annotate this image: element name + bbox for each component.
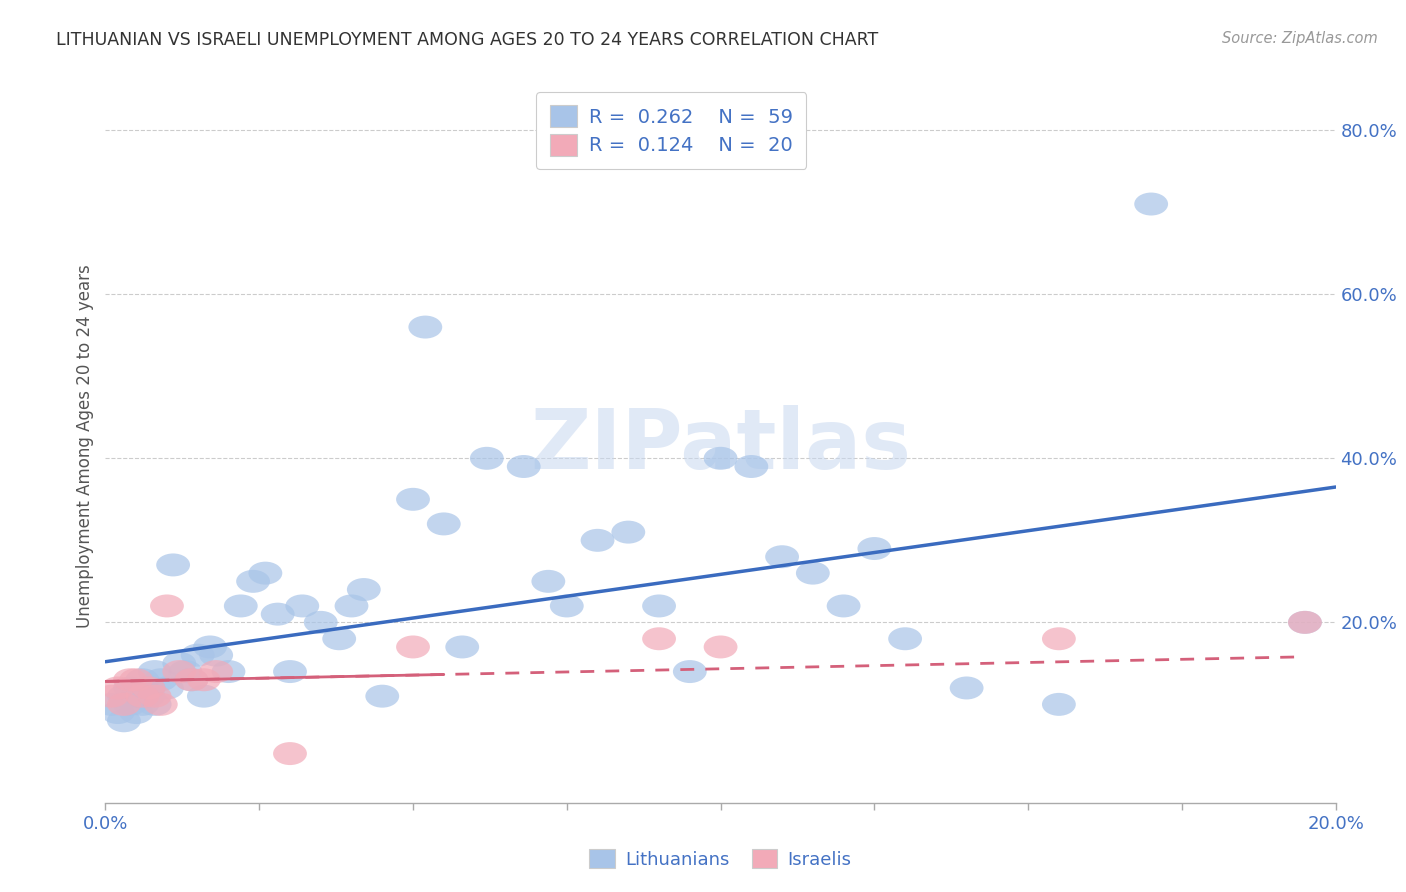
Ellipse shape <box>427 512 461 535</box>
Ellipse shape <box>200 660 233 683</box>
Ellipse shape <box>107 709 141 732</box>
Ellipse shape <box>187 685 221 707</box>
Ellipse shape <box>138 693 172 716</box>
Ellipse shape <box>304 611 337 634</box>
Ellipse shape <box>470 447 503 470</box>
Ellipse shape <box>125 693 159 716</box>
Ellipse shape <box>112 676 148 699</box>
Ellipse shape <box>1288 611 1322 634</box>
Ellipse shape <box>1042 627 1076 650</box>
Ellipse shape <box>101 701 135 724</box>
Ellipse shape <box>581 529 614 552</box>
Ellipse shape <box>120 701 153 724</box>
Ellipse shape <box>550 594 583 617</box>
Ellipse shape <box>673 660 707 683</box>
Ellipse shape <box>765 545 799 568</box>
Ellipse shape <box>112 668 148 691</box>
Ellipse shape <box>150 676 184 699</box>
Ellipse shape <box>107 685 141 707</box>
Ellipse shape <box>703 635 738 658</box>
Ellipse shape <box>1135 193 1168 216</box>
Ellipse shape <box>1042 693 1076 716</box>
Ellipse shape <box>643 594 676 617</box>
Ellipse shape <box>889 627 922 650</box>
Ellipse shape <box>260 603 295 625</box>
Text: ZIPatlas: ZIPatlas <box>530 406 911 486</box>
Ellipse shape <box>162 660 197 683</box>
Ellipse shape <box>200 644 233 666</box>
Ellipse shape <box>285 594 319 617</box>
Ellipse shape <box>181 644 215 666</box>
Ellipse shape <box>827 594 860 617</box>
Ellipse shape <box>211 660 246 683</box>
Ellipse shape <box>643 627 676 650</box>
Ellipse shape <box>125 685 159 707</box>
Ellipse shape <box>734 455 768 478</box>
Ellipse shape <box>366 685 399 707</box>
Ellipse shape <box>187 668 221 691</box>
Ellipse shape <box>162 652 197 675</box>
Ellipse shape <box>273 742 307 765</box>
Ellipse shape <box>94 693 128 716</box>
Ellipse shape <box>408 316 443 339</box>
Ellipse shape <box>125 668 159 691</box>
Ellipse shape <box>322 627 356 650</box>
Ellipse shape <box>347 578 381 601</box>
Ellipse shape <box>224 594 257 617</box>
Ellipse shape <box>138 685 172 707</box>
Ellipse shape <box>249 562 283 584</box>
Text: LITHUANIAN VS ISRAELI UNEMPLOYMENT AMONG AGES 20 TO 24 YEARS CORRELATION CHART: LITHUANIAN VS ISRAELI UNEMPLOYMENT AMONG… <box>56 31 879 49</box>
Ellipse shape <box>193 635 226 658</box>
Ellipse shape <box>112 693 148 716</box>
Ellipse shape <box>107 693 141 716</box>
Ellipse shape <box>174 668 208 691</box>
Ellipse shape <box>120 668 153 691</box>
Ellipse shape <box>156 553 190 576</box>
Ellipse shape <box>703 447 738 470</box>
Ellipse shape <box>796 562 830 584</box>
Ellipse shape <box>174 668 208 691</box>
Ellipse shape <box>396 488 430 511</box>
Ellipse shape <box>101 676 135 699</box>
Ellipse shape <box>506 455 541 478</box>
Legend: Lithuanians, Israelis: Lithuanians, Israelis <box>582 841 859 876</box>
Ellipse shape <box>335 594 368 617</box>
Text: Source: ZipAtlas.com: Source: ZipAtlas.com <box>1222 31 1378 46</box>
Ellipse shape <box>132 685 166 707</box>
Ellipse shape <box>858 537 891 560</box>
Ellipse shape <box>169 660 202 683</box>
Ellipse shape <box>120 685 153 707</box>
Ellipse shape <box>138 660 172 683</box>
Ellipse shape <box>273 660 307 683</box>
Ellipse shape <box>132 676 166 699</box>
Ellipse shape <box>143 668 177 691</box>
Y-axis label: Unemployment Among Ages 20 to 24 years: Unemployment Among Ages 20 to 24 years <box>76 264 94 628</box>
Ellipse shape <box>143 693 177 716</box>
Ellipse shape <box>1288 611 1322 634</box>
Ellipse shape <box>94 685 128 707</box>
Ellipse shape <box>612 521 645 543</box>
Ellipse shape <box>150 594 184 617</box>
Ellipse shape <box>236 570 270 593</box>
Ellipse shape <box>132 676 166 699</box>
Ellipse shape <box>949 676 984 699</box>
Ellipse shape <box>531 570 565 593</box>
Ellipse shape <box>446 635 479 658</box>
Ellipse shape <box>396 635 430 658</box>
